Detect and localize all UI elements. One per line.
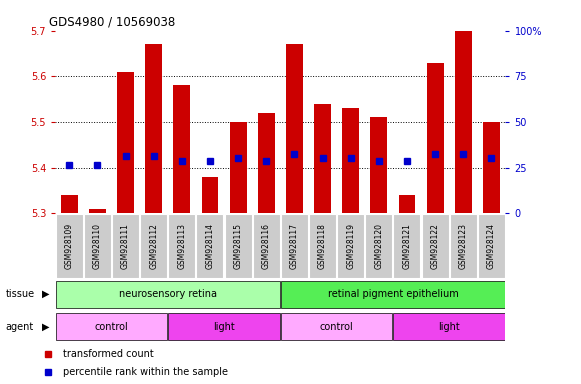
Bar [422, 214, 449, 278]
Text: GSM928114: GSM928114 [206, 223, 214, 269]
Bar [225, 214, 252, 278]
Text: GSM928124: GSM928124 [487, 223, 496, 269]
Bar [309, 214, 336, 278]
Text: GSM928120: GSM928120 [374, 223, 383, 269]
Text: GSM928116: GSM928116 [262, 223, 271, 269]
Bar [56, 214, 83, 278]
Text: control: control [95, 322, 128, 332]
Text: GSM928121: GSM928121 [403, 223, 411, 269]
Bar [56, 281, 280, 308]
Text: agent: agent [6, 322, 34, 332]
Bar [61, 195, 78, 213]
Bar [258, 113, 275, 213]
Text: GSM928109: GSM928109 [64, 223, 74, 269]
Text: neurosensory retina: neurosensory retina [119, 289, 217, 299]
Bar [168, 313, 280, 340]
Text: percentile rank within the sample: percentile rank within the sample [63, 366, 228, 377]
Text: GSM928113: GSM928113 [177, 223, 187, 269]
Text: tissue: tissue [6, 289, 35, 299]
Bar [168, 214, 195, 278]
Text: transformed count: transformed count [63, 349, 153, 359]
Bar [371, 118, 388, 213]
Bar [314, 104, 331, 213]
Text: retinal pigment epithelium: retinal pigment epithelium [328, 289, 458, 299]
Bar [337, 214, 364, 278]
Text: GSM928119: GSM928119 [346, 223, 355, 269]
Bar [426, 63, 443, 213]
Bar [342, 108, 359, 213]
Text: ▶: ▶ [42, 289, 50, 299]
Text: GSM928123: GSM928123 [459, 223, 468, 269]
Bar [173, 85, 190, 213]
Bar [286, 45, 303, 213]
Text: light: light [438, 322, 460, 332]
Text: ▶: ▶ [42, 322, 50, 332]
Text: GSM928110: GSM928110 [93, 223, 102, 269]
Bar [145, 45, 162, 213]
Bar [281, 313, 392, 340]
Bar [399, 195, 415, 213]
Text: GSM928111: GSM928111 [121, 223, 130, 269]
Text: light: light [213, 322, 235, 332]
Bar [202, 177, 218, 213]
Text: GSM928122: GSM928122 [431, 223, 440, 269]
Text: GSM928118: GSM928118 [318, 223, 327, 269]
Text: GSM928115: GSM928115 [234, 223, 243, 269]
Bar [89, 209, 106, 213]
Bar [140, 214, 167, 278]
Bar [229, 122, 246, 213]
Bar [196, 214, 224, 278]
Bar [281, 281, 505, 308]
Bar [365, 214, 392, 278]
Bar [393, 313, 505, 340]
Bar [117, 72, 134, 213]
Bar [393, 214, 421, 278]
Bar [253, 214, 280, 278]
Bar [478, 214, 505, 278]
Text: GSM928112: GSM928112 [149, 223, 158, 269]
Bar [112, 214, 139, 278]
Text: control: control [320, 322, 353, 332]
Bar [483, 122, 500, 213]
Bar [56, 313, 167, 340]
Text: GDS4980 / 10569038: GDS4980 / 10569038 [49, 15, 175, 28]
Bar [455, 31, 472, 213]
Bar [450, 214, 477, 278]
Bar [84, 214, 111, 278]
Text: GSM928117: GSM928117 [290, 223, 299, 269]
Bar [281, 214, 308, 278]
